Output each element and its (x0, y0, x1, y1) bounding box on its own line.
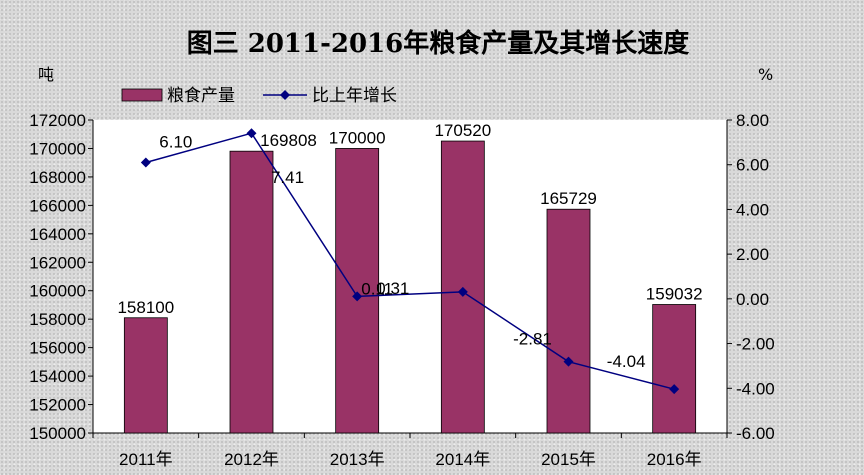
growth-value-label: -4.04 (607, 352, 646, 371)
x-axis-category-label: 2013年 (330, 450, 385, 469)
x-axis-category-label: 2015年 (541, 450, 596, 469)
bar (123, 317, 168, 434)
right-axis-tick-label: -6.00 (736, 424, 775, 443)
left-axis-tick-label: 166000 (29, 196, 86, 215)
bar (229, 150, 274, 434)
legend: 粮食产量 比上年增长 (121, 86, 397, 106)
legend-line-marker (280, 90, 290, 100)
left-axis-tick-label: 154000 (29, 367, 86, 386)
left-axis-unit: 吨 (38, 65, 54, 84)
data-labels: 158100 169808 170000 170520 165729 159032 6.10… (117, 121, 702, 371)
legend-line-label: 比上年增长 (312, 86, 397, 106)
left-axis-tick-label: 172000 (29, 111, 86, 130)
legend-bar-swatch (121, 88, 163, 102)
x-axis-category-label: 2012年 (224, 450, 279, 469)
right-axis-tick-label: -4.00 (736, 379, 775, 398)
growth-value-label: 0.31 (376, 279, 409, 298)
chart-title: 图三 2011-2016年粮食产量及其增长速度 (187, 28, 690, 59)
right-axis-unit: % (758, 65, 773, 84)
growth-value-label: 6.10 (159, 132, 192, 151)
left-axis-tick-label: 170000 (29, 139, 86, 158)
axes: 150000 152000 154000 156000 158000 160000 1620… (29, 111, 774, 469)
bar-value-label: 158100 (117, 298, 174, 317)
growth-value-label: 7.41 (271, 168, 304, 187)
bar-value-label: 165729 (540, 189, 597, 208)
growth-point (457, 286, 468, 297)
right-axis-tick-label: 2.00 (736, 245, 769, 264)
bar (652, 304, 697, 434)
bar (546, 208, 591, 434)
right-axis-tick-label: 8.00 (736, 111, 769, 130)
bar (335, 148, 380, 434)
bar-value-label: 169808 (260, 131, 317, 150)
growth-line (145, 132, 675, 390)
left-axis-tick-label: 158000 (29, 310, 86, 329)
growth-point (352, 291, 363, 302)
bar-value-label: 170000 (329, 128, 386, 147)
growth-point (140, 157, 151, 168)
x-axis-category-label: 2014年 (435, 450, 490, 469)
growth-point (563, 356, 574, 367)
bar-value-label: 159032 (646, 284, 703, 303)
legend-bar-label: 粮食产量 (167, 86, 235, 106)
bar-value-label: 170520 (434, 121, 491, 140)
growth-point (246, 128, 257, 139)
right-axis-tick-label: 4.00 (736, 200, 769, 219)
line-series (140, 128, 680, 395)
left-axis-tick-label: 150000 (29, 424, 86, 443)
growth-point (669, 384, 680, 395)
left-axis-tick-label: 168000 (29, 168, 86, 187)
right-axis-tick-label: -2.00 (736, 335, 775, 354)
left-axis-tick-label: 164000 (29, 225, 86, 244)
growth-value-label: -2.81 (513, 330, 552, 349)
left-axis-tick-label: 162000 (29, 253, 86, 272)
x-axis-category-label: 2016年 (647, 450, 702, 469)
left-axis-tick-label: 152000 (29, 396, 86, 415)
right-axis-tick-label: 6.00 (736, 156, 769, 175)
growth-value-label: 0.11 (361, 279, 393, 298)
left-axis-tick-label: 160000 (29, 282, 86, 301)
x-axis-category-label: 2011年 (119, 450, 173, 469)
plot-area (93, 120, 727, 433)
left-axis-tick-label: 156000 (29, 339, 86, 358)
right-axis-tick-label: 0.00 (736, 290, 769, 309)
